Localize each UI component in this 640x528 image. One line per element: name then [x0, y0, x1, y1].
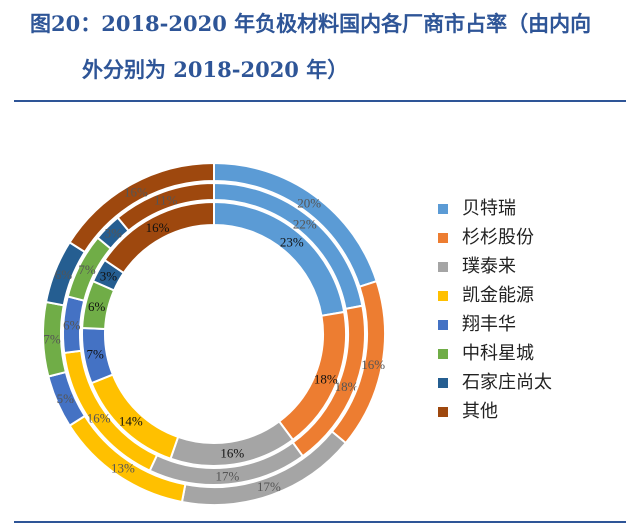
data-label-2018-1: 23% [280, 234, 304, 249]
data-label-2019-8: 11% [154, 192, 178, 207]
legend-swatch-4 [438, 291, 448, 301]
legend-label-6: 中科星城 [462, 343, 534, 364]
data-label-2020-8: 16% [124, 185, 148, 200]
legend-swatch-3 [438, 262, 448, 272]
chart-title-line-1: 图20：2018-2020 年负极材料国内各厂商市占率（由内向 [30, 11, 592, 36]
data-label-2018-6: 6% [88, 299, 106, 314]
data-label-2020-4: 13% [111, 460, 135, 475]
legend-swatch-7 [438, 378, 448, 388]
legend-label-3: 璞泰来 [462, 256, 516, 277]
legend-label-5: 翔丰华 [462, 314, 516, 335]
data-label-2019-3: 17% [215, 468, 239, 483]
data-label-2018-3: 16% [220, 446, 244, 461]
slice-2020-8 [68, 161, 215, 254]
legend-label-7: 石家庄尚太 [462, 372, 552, 393]
data-label-2018-7: 3% [100, 268, 118, 283]
chart-title-line-2: 外分别为 2018-2020 年） [82, 57, 349, 82]
data-label-2019-2: 18% [335, 379, 359, 394]
legend-swatch-1 [438, 204, 448, 214]
legend-label-2: 杉杉股份 [462, 227, 534, 248]
data-label-2020-6: 7% [43, 332, 61, 347]
legend-label-8: 其他 [462, 401, 498, 422]
legend-swatch-6 [438, 349, 448, 359]
legend-label-1: 贝特瑞 [462, 198, 516, 219]
data-label-2019-4: 16% [87, 410, 111, 425]
slice-2019-8 [116, 181, 215, 233]
top-rule [14, 100, 626, 102]
legend-swatch-5 [438, 320, 448, 330]
data-label-2019-7: 3% [105, 226, 123, 241]
data-label-2018-8: 16% [146, 220, 170, 235]
bottom-rule [14, 521, 626, 523]
data-label-2018-4: 14% [119, 414, 143, 429]
legend-swatch-2 [438, 233, 448, 243]
data-label-2020-1: 20% [297, 195, 321, 210]
data-label-2019-5: 6% [63, 318, 81, 333]
data-label-2018-5: 7% [87, 347, 105, 362]
data-label-2020-3: 17% [257, 479, 281, 494]
data-label-2019-6: 7% [78, 262, 96, 277]
data-label-2020-7: 6% [55, 267, 73, 282]
data-label-2019-1: 22% [293, 217, 317, 232]
data-label-2020-5: 5% [57, 391, 75, 406]
slice-2018-8 [103, 200, 215, 275]
data-label-2020-2: 16% [361, 357, 385, 372]
legend-label-4: 凯金能源 [462, 285, 534, 306]
legend-swatch-8 [438, 407, 448, 417]
data-label-2018-2: 18% [314, 371, 338, 386]
